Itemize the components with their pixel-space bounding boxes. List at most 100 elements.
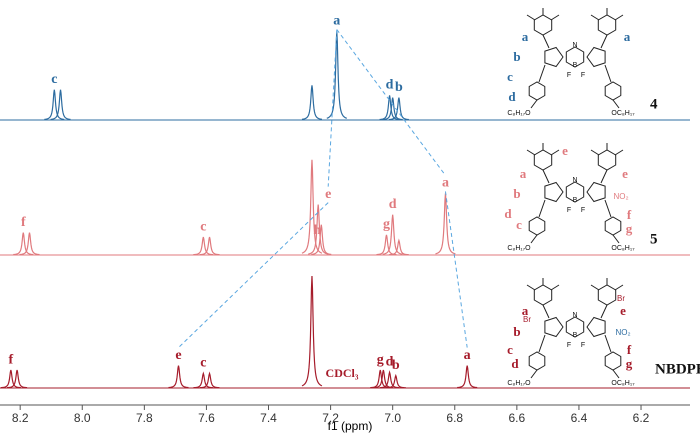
aryl-ring xyxy=(597,284,617,306)
structure-label: B xyxy=(573,197,578,204)
peak xyxy=(44,89,65,121)
bond xyxy=(542,34,550,49)
x-tick-label: 7.4 xyxy=(260,411,277,425)
peak-label: c xyxy=(51,72,57,87)
structure-label: c xyxy=(507,69,513,84)
structure-label: b xyxy=(513,324,520,339)
structure-label: f xyxy=(627,342,632,357)
peak xyxy=(388,97,409,121)
aryl-ring xyxy=(597,149,617,171)
correlation-line xyxy=(444,191,468,348)
peak xyxy=(199,236,220,256)
structure-label: C₈H₁₇O xyxy=(507,110,531,117)
peak xyxy=(388,238,409,256)
structure-label: OC₈H₁₇ xyxy=(611,245,635,252)
structure-label: B xyxy=(573,332,578,339)
peak xyxy=(382,97,403,121)
bond xyxy=(526,149,536,156)
peak xyxy=(379,370,400,389)
bond xyxy=(530,369,538,379)
bond xyxy=(604,64,612,83)
x-tick-label: 7.0 xyxy=(384,411,401,425)
compound-label: 4 xyxy=(650,96,658,112)
bond xyxy=(542,169,550,184)
structure-label: F xyxy=(581,72,585,79)
structure-label: f xyxy=(627,207,632,222)
bond xyxy=(538,64,546,83)
bond xyxy=(542,304,550,319)
aryl-ring xyxy=(528,216,546,236)
structure-label: e xyxy=(622,166,628,181)
correlation-line xyxy=(336,29,446,176)
bond xyxy=(550,14,560,21)
structure-label: OC₈H₁₇ xyxy=(611,110,635,117)
structure-label: F xyxy=(567,342,571,349)
peak xyxy=(13,232,34,256)
bond xyxy=(600,304,608,319)
compound-label: 5 xyxy=(650,231,658,247)
bond xyxy=(600,169,608,184)
peak xyxy=(301,85,323,120)
peak xyxy=(168,365,189,389)
bond xyxy=(614,149,624,156)
peak-label: d xyxy=(386,355,394,370)
aryl-ring xyxy=(533,284,553,306)
structure-label: b xyxy=(513,49,520,64)
peak xyxy=(385,373,406,389)
structure-label: c xyxy=(516,217,522,232)
structure-label: a xyxy=(520,166,527,181)
aryl-ring xyxy=(533,14,553,36)
compound-label: NBDPBr xyxy=(655,361,700,377)
pyrrole-ring xyxy=(586,316,606,338)
structure-label: F xyxy=(581,207,585,214)
peak xyxy=(301,275,323,387)
structure-label: N xyxy=(572,177,577,184)
bond xyxy=(590,284,600,291)
pyrrole-ring xyxy=(586,181,606,203)
peak xyxy=(435,193,456,255)
bond xyxy=(614,284,624,291)
structure-label: F xyxy=(567,207,571,214)
bond xyxy=(538,334,546,353)
bond xyxy=(590,149,600,156)
peak-label: f xyxy=(9,352,14,367)
solvent-label: CDCl₃ xyxy=(326,366,359,380)
structure-label: d xyxy=(511,356,519,371)
peak-label: f xyxy=(21,215,26,230)
structure-label: g xyxy=(626,356,633,371)
bond xyxy=(604,199,612,218)
peak-label: c xyxy=(200,356,206,371)
peak-label: h xyxy=(313,223,321,238)
structure-label: d xyxy=(508,89,516,104)
x-tick-label: 7.2 xyxy=(322,411,339,425)
peak xyxy=(301,159,323,254)
structure-label: OC₈H₁₇ xyxy=(611,380,635,387)
aryl-ring xyxy=(604,216,622,236)
bond xyxy=(530,234,538,244)
aryl-ring xyxy=(604,351,622,371)
pyrrole-ring xyxy=(544,181,564,203)
aryl-ring xyxy=(528,351,546,371)
peak xyxy=(193,236,214,256)
aryl-ring xyxy=(533,149,553,171)
structure-label: C₈H₁₇O xyxy=(507,245,531,252)
structure-label: e xyxy=(620,303,626,318)
peak xyxy=(382,214,403,255)
structure-label: a xyxy=(624,29,631,44)
bond xyxy=(600,34,608,49)
peak xyxy=(199,371,220,389)
bond xyxy=(530,99,538,109)
structure-label: Br xyxy=(523,315,531,324)
peak-label: b xyxy=(395,80,403,95)
bond xyxy=(612,369,620,379)
bond xyxy=(604,334,612,353)
aryl-ring xyxy=(528,81,546,101)
peak-label: g xyxy=(383,217,390,232)
pyrrole-ring xyxy=(544,46,564,68)
peak-label: c xyxy=(200,219,206,234)
pyrrole-ring xyxy=(586,46,606,68)
bond xyxy=(526,14,536,21)
aryl-ring xyxy=(597,14,617,36)
structure-label: F xyxy=(581,342,585,349)
